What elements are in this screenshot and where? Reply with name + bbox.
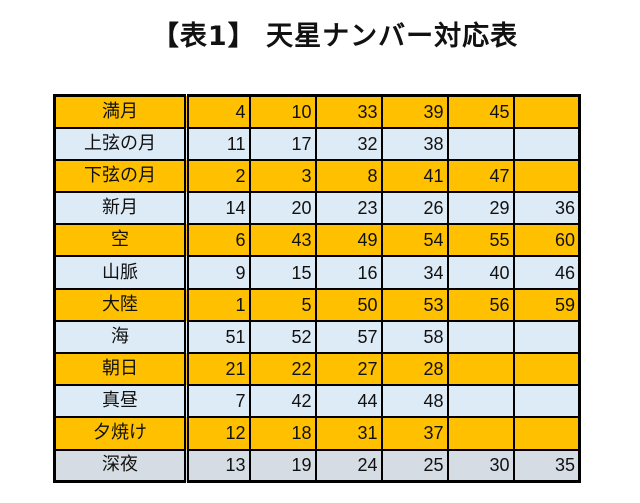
table-cell bbox=[512, 158, 581, 194]
row-label: 山脈 bbox=[53, 255, 189, 290]
table-cell: 19 bbox=[248, 448, 317, 483]
table-cell: 55 bbox=[446, 223, 515, 258]
row-label: 空 bbox=[53, 223, 189, 258]
table-cell bbox=[512, 384, 581, 419]
table-cell: 58 bbox=[380, 319, 449, 355]
table-cell: 57 bbox=[314, 319, 383, 355]
row-label: 真昼 bbox=[53, 384, 189, 419]
table-cell: 21 bbox=[185, 351, 251, 387]
table-cell: 52 bbox=[248, 319, 317, 355]
table-row: 満月 4 10 33 39 45 bbox=[53, 94, 581, 129]
row-label: 朝日 bbox=[53, 351, 189, 387]
table-cell bbox=[512, 416, 581, 451]
table-cell bbox=[512, 351, 581, 387]
table-cell: 13 bbox=[185, 448, 251, 483]
table-cell: 11 bbox=[185, 126, 251, 161]
table-cell: 5 bbox=[248, 287, 317, 322]
table-cell: 3 bbox=[248, 158, 317, 194]
table-cell: 32 bbox=[314, 126, 383, 161]
table-cell: 29 bbox=[446, 191, 515, 226]
table-row: 空 6 43 49 54 55 60 bbox=[53, 223, 581, 258]
page-title: 【表1】 天星ナンバー対応表 bbox=[151, 21, 519, 52]
row-label: 下弦の月 bbox=[53, 158, 189, 194]
table-cell: 26 bbox=[380, 191, 449, 226]
table-row: 夕焼け 12 18 31 37 bbox=[53, 416, 581, 451]
table-cell: 9 bbox=[185, 255, 251, 290]
table-cell: 51 bbox=[185, 319, 251, 355]
table-cell: 6 bbox=[185, 223, 251, 258]
table-cell: 25 bbox=[380, 448, 449, 483]
table-cell: 15 bbox=[248, 255, 317, 290]
table-cell: 2 bbox=[185, 158, 251, 194]
table-cell: 54 bbox=[380, 223, 449, 258]
table-cell: 36 bbox=[512, 191, 581, 226]
table-cell: 1 bbox=[185, 287, 251, 322]
table-cell: 46 bbox=[512, 255, 581, 290]
table-row: 海 51 52 57 58 bbox=[53, 319, 581, 355]
table-cell: 7 bbox=[185, 384, 251, 419]
row-label: 深夜 bbox=[53, 448, 189, 483]
table-cell: 44 bbox=[314, 384, 383, 419]
table-cell: 20 bbox=[248, 191, 317, 226]
table-cell: 43 bbox=[248, 223, 317, 258]
table-row: 下弦の月 2 3 8 41 47 bbox=[53, 158, 581, 194]
table-cell: 31 bbox=[314, 416, 383, 451]
table-cell: 10 bbox=[248, 94, 317, 129]
table-cell: 22 bbox=[248, 351, 317, 387]
table-cell: 53 bbox=[380, 287, 449, 322]
table-row: 朝日 21 22 27 28 bbox=[53, 351, 581, 387]
row-label: 大陸 bbox=[53, 287, 189, 322]
table-cell: 45 bbox=[446, 94, 515, 129]
table-cell bbox=[512, 126, 581, 161]
table-cell: 14 bbox=[185, 191, 251, 226]
table-cell: 27 bbox=[314, 351, 383, 387]
table-cell bbox=[446, 319, 515, 355]
table-cell: 49 bbox=[314, 223, 383, 258]
table-cell: 42 bbox=[248, 384, 317, 419]
table-cell: 37 bbox=[380, 416, 449, 451]
table-cell: 41 bbox=[380, 158, 449, 194]
row-label: 上弦の月 bbox=[53, 126, 189, 161]
table-cell: 23 bbox=[314, 191, 383, 226]
tenboshi-number-table: 満月 4 10 33 39 45 上弦の月 11 17 32 38 下弦の月 2… bbox=[53, 94, 581, 484]
table-cell: 38 bbox=[380, 126, 449, 161]
table-cell bbox=[512, 94, 581, 129]
table-cell: 50 bbox=[314, 287, 383, 322]
table-row: 山脈 9 15 16 34 40 46 bbox=[53, 255, 581, 290]
row-label: 夕焼け bbox=[53, 416, 189, 451]
table-cell: 30 bbox=[446, 448, 515, 483]
table-cell: 16 bbox=[314, 255, 383, 290]
table-row: 深夜 13 19 24 25 30 35 bbox=[53, 448, 581, 483]
table-cell: 47 bbox=[446, 158, 515, 194]
table-row: 真昼 7 42 44 48 bbox=[53, 384, 581, 419]
table-cell: 48 bbox=[380, 384, 449, 419]
table-cell: 8 bbox=[314, 158, 383, 194]
row-label: 新月 bbox=[53, 191, 189, 226]
table-cell: 35 bbox=[512, 448, 581, 483]
table-cell: 40 bbox=[446, 255, 515, 290]
table-cell: 28 bbox=[380, 351, 449, 387]
table-cell: 33 bbox=[314, 94, 383, 129]
row-label: 満月 bbox=[53, 94, 189, 129]
table-row: 大陸 1 5 50 53 56 59 bbox=[53, 287, 581, 322]
table-cell: 18 bbox=[248, 416, 317, 451]
table-cell bbox=[446, 384, 515, 419]
table-cell: 34 bbox=[380, 255, 449, 290]
table-cell: 39 bbox=[380, 94, 449, 129]
table-cell: 56 bbox=[446, 287, 515, 322]
table-row: 新月 14 20 23 26 29 36 bbox=[53, 191, 581, 226]
table-cell: 24 bbox=[314, 448, 383, 483]
table-row: 上弦の月 11 17 32 38 bbox=[53, 126, 581, 161]
table-cell bbox=[446, 351, 515, 387]
table-cell: 12 bbox=[185, 416, 251, 451]
table-cell: 59 bbox=[512, 287, 581, 322]
table-cell: 17 bbox=[248, 126, 317, 161]
table-cell bbox=[446, 126, 515, 161]
table-cell: 4 bbox=[185, 94, 251, 129]
table-cell bbox=[446, 416, 515, 451]
row-label: 海 bbox=[53, 319, 189, 355]
table-cell: 60 bbox=[512, 223, 581, 258]
table-cell bbox=[512, 319, 581, 355]
